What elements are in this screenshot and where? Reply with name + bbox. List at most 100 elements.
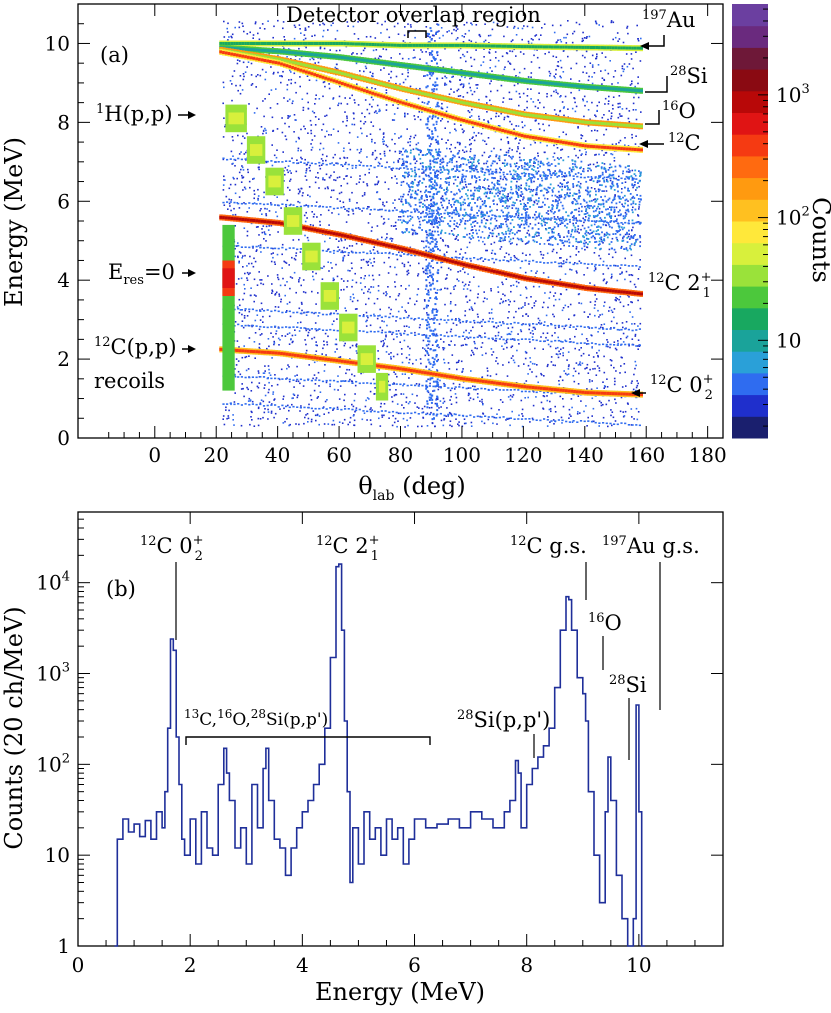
heatmap-cell	[406, 412, 409, 414]
heatmap-cell	[332, 249, 336, 252]
heatmap-cell	[234, 26, 236, 29]
heatmap-cell	[432, 183, 434, 186]
heatmap-cell	[417, 142, 420, 144]
heatmap-cell	[371, 75, 373, 77]
heatmap-cell	[239, 373, 242, 376]
heatmap-cell	[599, 257, 602, 260]
heatmap-cell	[237, 256, 239, 259]
heatmap-cell	[594, 367, 596, 370]
heatmap-cell	[281, 404, 284, 407]
heatmap-cell	[532, 418, 535, 421]
heatmap-cell	[443, 169, 446, 171]
heatmap-cell	[502, 173, 505, 176]
heatmap-cell	[631, 274, 634, 277]
heatmap-cell	[314, 379, 317, 381]
heatmap-cell	[443, 335, 446, 337]
heatmap-cell	[610, 21, 613, 24]
heatmap-cell	[635, 345, 638, 347]
heatmap-cell	[449, 131, 451, 134]
heatmap-cell	[499, 177, 502, 180]
heatmap-cell	[408, 362, 410, 364]
heatmap-cell	[381, 23, 383, 26]
heatmap-cell	[310, 407, 313, 410]
heatmap-cell	[621, 65, 624, 67]
heatmap-cell	[593, 361, 596, 363]
heatmap-cell	[464, 338, 466, 340]
heatmap-cell	[366, 397, 369, 399]
heatmap-cell	[414, 210, 417, 212]
heatmap-cell	[540, 401, 543, 404]
heatmap-cell	[541, 27, 543, 29]
heatmap-cell	[521, 413, 523, 415]
heatmap-cell	[622, 326, 624, 329]
heatmap-cell	[251, 400, 254, 403]
heatmap-cell	[422, 210, 424, 213]
heatmap-cell	[248, 310, 251, 313]
heatmap-cell	[292, 379, 295, 381]
heatmap-cell	[513, 388, 516, 391]
heatmap-cell	[289, 115, 291, 117]
heatmap-cell	[311, 35, 313, 37]
heatmap-cell	[429, 223, 432, 225]
heatmap-cell	[578, 189, 580, 192]
heatmap-cell	[272, 393, 274, 395]
heatmap-cell	[517, 82, 519, 85]
heatmap-cell	[611, 256, 614, 259]
heatmap-cell	[353, 123, 356, 126]
heatmap-cell	[618, 38, 621, 40]
heatmap-cell	[576, 220, 579, 222]
heatmap-cell	[363, 292, 365, 294]
heatmap-cell	[421, 212, 424, 214]
heatmap-cell	[576, 325, 579, 328]
heatmap-cell	[406, 273, 409, 276]
heatmap-cell	[455, 26, 458, 29]
heatmap-cell	[344, 163, 347, 166]
heatmap-cell	[603, 278, 606, 281]
heatmap-cell	[563, 175, 565, 177]
heatmap-cell	[558, 298, 561, 301]
heatmap-cell	[573, 97, 575, 99]
heatmap-cell	[416, 232, 419, 235]
heatmap-cell	[532, 165, 535, 167]
heatmap-cell	[378, 55, 381, 57]
heatmap-cell	[368, 103, 371, 106]
heatmap-cell	[391, 240, 393, 242]
heatmap-cell	[483, 243, 486, 246]
heatmap-cell	[543, 301, 545, 304]
heatmap-cell	[539, 174, 542, 176]
heatmap-cell	[231, 75, 234, 78]
heatmap-cell	[481, 231, 484, 233]
heatmap-cell	[557, 175, 560, 177]
heatmap-cell	[402, 81, 405, 84]
heatmap-cell	[325, 329, 328, 331]
heatmap-cell	[575, 254, 577, 256]
heatmap-cell	[369, 291, 372, 294]
heatmap-cell	[620, 343, 623, 346]
heatmap-cell	[286, 100, 289, 102]
heatmap-cell	[495, 112, 498, 115]
heatmap-cell	[251, 324, 254, 327]
heatmap-cell	[587, 170, 589, 172]
heatmap-cell	[610, 277, 613, 279]
heatmap-cell	[554, 332, 556, 334]
heatmap-cell	[380, 55, 382, 58]
heatmap-cell	[377, 209, 380, 211]
heatmap-cell	[440, 27, 443, 29]
heatmap-cell	[228, 36, 230, 38]
heatmap-cell	[322, 123, 325, 126]
heatmap-cell	[305, 414, 307, 416]
heatmap-cell	[491, 249, 494, 252]
heatmap-cell	[272, 252, 274, 254]
heatmap-cell	[437, 388, 440, 391]
heatmap-cell	[616, 423, 619, 426]
heatmap-cell	[367, 264, 369, 266]
heatmap-cell	[235, 358, 238, 360]
heatmap-cell	[409, 85, 412, 88]
heatmap-cell	[470, 260, 472, 262]
heatmap-cell	[509, 417, 512, 419]
heatmap-cell	[545, 314, 548, 317]
heatmap-cell	[286, 303, 289, 305]
heatmap-cell	[449, 148, 451, 150]
heatmap-cell	[552, 419, 555, 421]
heatmap-cell	[314, 163, 317, 165]
